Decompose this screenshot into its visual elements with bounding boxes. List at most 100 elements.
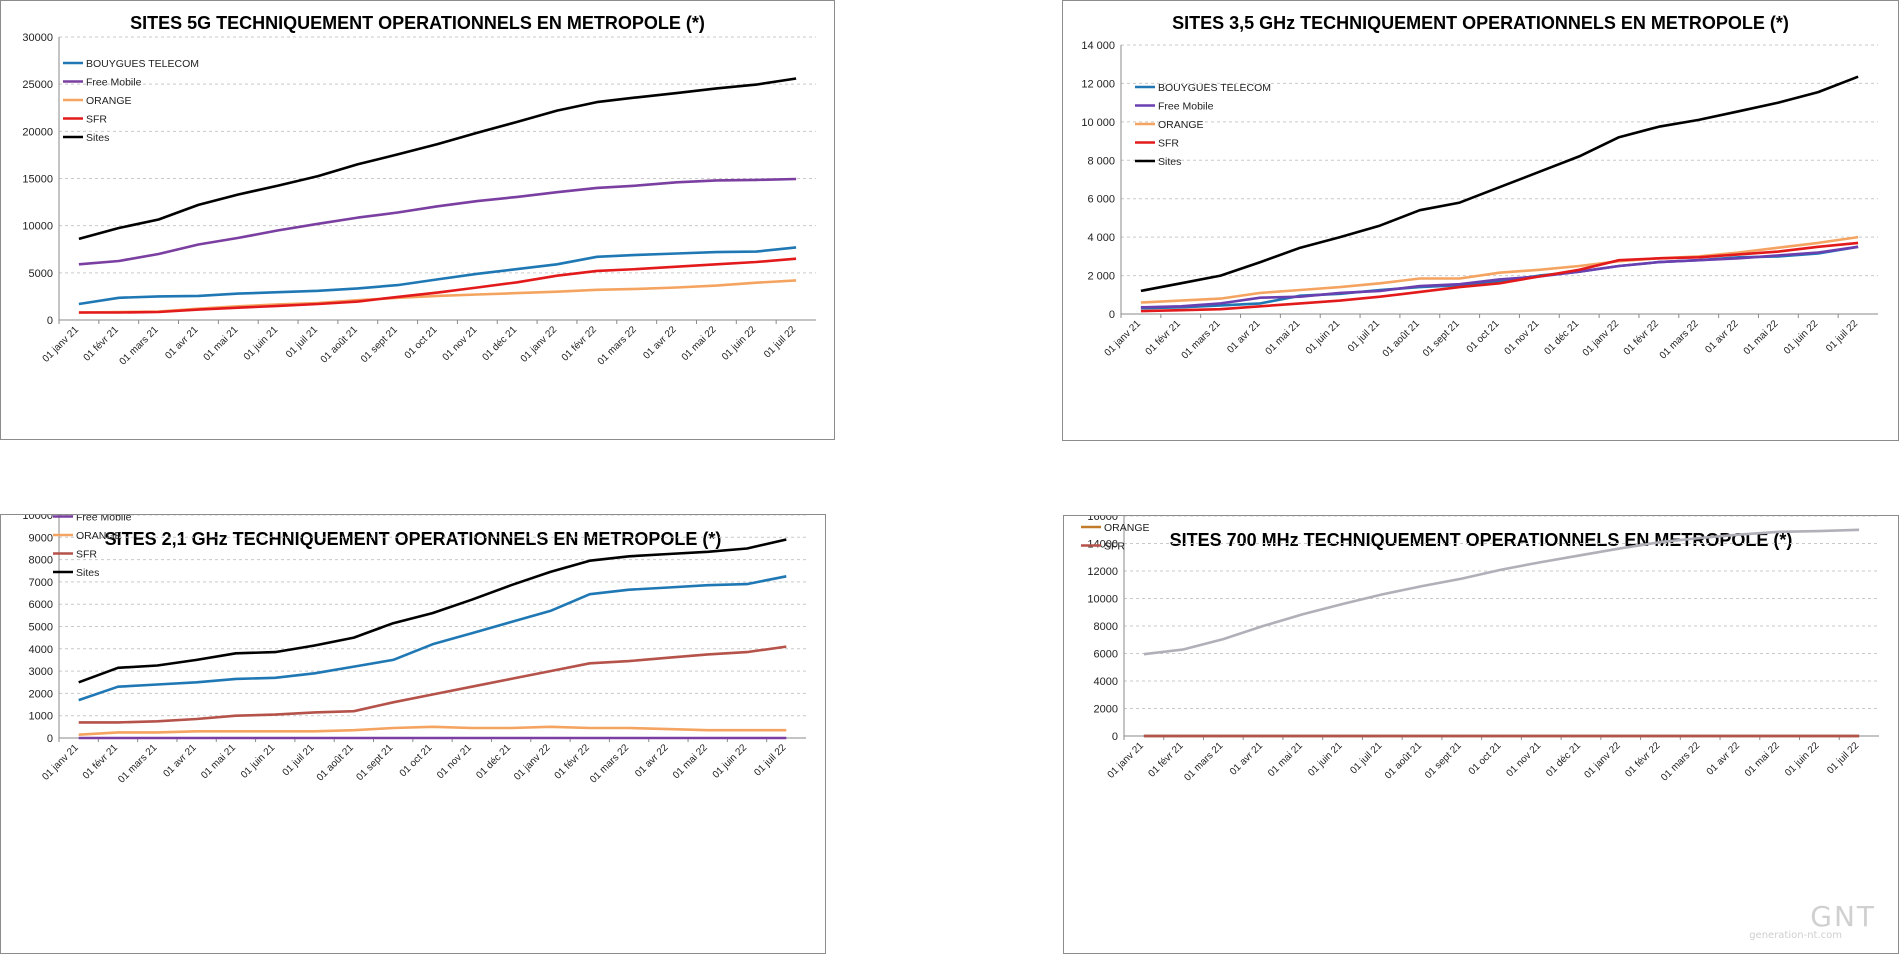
legend-label: SFR xyxy=(76,549,97,561)
x-tick-label: 01 janv 22 xyxy=(1582,740,1623,781)
x-tick-label: 01 mars 22 xyxy=(1659,740,1702,783)
x-tick-label: 01 mai 21 xyxy=(1266,740,1305,779)
y-tick-label: 3000 xyxy=(29,666,53,678)
x-tick-label: 01 déc 21 xyxy=(474,742,513,781)
x-tick-label: 01 févr 22 xyxy=(560,324,600,364)
x-tick-label: 01 oct 21 xyxy=(1465,318,1502,355)
x-tick-label: 01 févr 21 xyxy=(81,742,121,782)
y-tick-label: 6000 xyxy=(1094,649,1118,661)
x-tick-label: 01 déc 21 xyxy=(480,324,519,363)
y-tick-label: 0 xyxy=(47,315,53,327)
y-tick-label: 0 xyxy=(47,733,53,745)
x-tick-label: 01 déc 21 xyxy=(1544,740,1583,779)
y-tick-label: 4000 xyxy=(1094,676,1118,688)
x-tick-label: 01 nov 21 xyxy=(441,324,480,363)
legend-label: Free Mobile xyxy=(86,77,142,89)
x-tick-label: 01 janv 21 xyxy=(40,742,81,783)
x-tick-label: 01 févr 22 xyxy=(553,742,593,782)
y-tick-label: 10000 xyxy=(22,221,53,233)
legend-label: ORANGE xyxy=(76,530,122,542)
x-tick-label: 01 janv 21 xyxy=(41,324,82,365)
x-tick-label: 01 févr 21 xyxy=(1146,740,1186,780)
series-line-free-mobile xyxy=(1140,245,1859,309)
y-tick-label: 20000 xyxy=(22,126,53,138)
x-tick-label: 01 mars 21 xyxy=(1180,318,1223,361)
x-tick-label: 01 nov 21 xyxy=(1505,740,1544,779)
x-tick-label: 01 avr 22 xyxy=(1705,740,1743,778)
y-tick-label: 16000 xyxy=(1087,516,1118,523)
chart-panel-5g: SITES 5G TECHNIQUEMENT OPERATIONNELS EN … xyxy=(0,0,835,440)
chart-panel-700mhz: SITES 700 MHz TECHNIQUEMENT OPERATIONNEL… xyxy=(1063,515,1899,954)
y-tick-label: 7000 xyxy=(29,577,53,589)
x-tick-label: 01 juin 21 xyxy=(1304,318,1343,357)
y-tick-label: 8000 xyxy=(29,555,53,567)
y-tick-label: 15000 xyxy=(22,174,53,186)
x-tick-label: 01 janv 22 xyxy=(519,324,560,365)
x-tick-label: 01 juil 22 xyxy=(752,742,788,778)
y-tick-label: 2000 xyxy=(1094,704,1118,716)
legend-label: SFR xyxy=(1104,541,1125,553)
x-tick-label: 01 mai 22 xyxy=(1743,740,1782,779)
chart-title-5g: SITES 5G TECHNIQUEMENT OPERATIONNELS EN … xyxy=(130,13,705,33)
series-line-free-mobile xyxy=(78,177,797,266)
legend-label: SFR xyxy=(86,114,107,126)
x-tick-label: 01 janv 21 xyxy=(1103,318,1144,359)
y-tick-label: 30000 xyxy=(22,32,53,44)
x-tick-label: 01 déc 21 xyxy=(1542,318,1581,357)
series-line-bouygues-telecom xyxy=(78,246,797,306)
legend-label: Sites xyxy=(76,567,99,579)
x-tick-label: 01 juil 21 xyxy=(1348,740,1384,776)
y-tick-label: 0 xyxy=(1112,731,1118,743)
x-tick-label: 01 avr 21 xyxy=(1228,740,1266,778)
y-tick-label: 4 000 xyxy=(1087,232,1115,244)
watermark-text: generation-nt.com xyxy=(1749,930,1842,941)
x-tick-label: 01 mai 21 xyxy=(1264,318,1303,357)
y-tick-label: 5000 xyxy=(29,622,53,634)
chart-5g: 0 5000 10000 15000 20000 25000 30000 01 janv 21… xyxy=(22,32,816,367)
y-tick-label: 0 xyxy=(1109,309,1115,321)
x-tick-label: 01 avr 21 xyxy=(1225,318,1263,356)
chart-panel-2-1ghz: SITES 2,1 GHz TECHNIQUEMENT OPERATIONNEL… xyxy=(0,514,826,954)
x-tick-label: 01 juin 22 xyxy=(720,324,759,363)
y-tick-label: 6 000 xyxy=(1087,194,1115,206)
x-tick-label: 01 oct 21 xyxy=(403,324,440,361)
chart-title-3-5ghz: SITES 3,5 GHz TECHNIQUEMENT OPERATIONNEL… xyxy=(1172,13,1789,33)
x-tick-label: 01 avr 21 xyxy=(161,742,199,780)
y-tick-label: 8000 xyxy=(1094,621,1118,633)
x-tick-label: 01 juil 21 xyxy=(281,742,317,778)
y-tick-label: 14 000 xyxy=(1081,40,1115,52)
x-tick-label: 01 févr 21 xyxy=(82,324,122,364)
x-tick-label: 01 mars 21 xyxy=(116,742,159,785)
x-tick-label: 01 août 21 xyxy=(1381,318,1423,360)
series-line-sfr xyxy=(78,257,797,314)
y-tick-label: 12 000 xyxy=(1081,78,1115,90)
legend-label: Free Mobile xyxy=(1158,101,1214,113)
y-tick-label: 10 000 xyxy=(1081,117,1115,129)
legend-label: ORANGE xyxy=(1104,522,1150,534)
x-tick-label: 01 juil 22 xyxy=(762,324,798,360)
x-tick-label: 01 juin 21 xyxy=(239,742,278,781)
x-tick-label: 01 août 21 xyxy=(315,742,357,784)
x-tick-label: 01 févr 22 xyxy=(1622,318,1662,358)
y-tick-label: 12000 xyxy=(1087,566,1118,578)
x-tick-label: 01 avr 22 xyxy=(1703,318,1741,356)
x-tick-label: 01 nov 21 xyxy=(1503,318,1542,357)
x-tick-label: 01 mai 21 xyxy=(199,742,238,781)
x-tick-label: 01 avr 22 xyxy=(641,324,679,362)
x-tick-label: 01 févr 21 xyxy=(1144,318,1184,358)
watermark-logo: GNT xyxy=(1810,900,1876,933)
x-tick-label: 01 juin 22 xyxy=(1782,318,1821,357)
x-tick-label: 01 janv 22 xyxy=(512,742,553,783)
x-tick-label: 01 juin 21 xyxy=(242,324,281,363)
legend-label: Sites xyxy=(86,132,109,144)
chart-700mhz: 0 2000 4000 6000 8000 10000 12000 14000 16000 01 … xyxy=(1081,516,1879,783)
y-tick-label: 8 000 xyxy=(1087,155,1115,167)
x-tick-label: 01 oct 21 xyxy=(398,742,435,779)
y-tick-label: 2 000 xyxy=(1087,271,1115,283)
x-tick-label: 01 sept 21 xyxy=(1423,740,1464,781)
legend-label: SFR xyxy=(1158,138,1179,150)
y-tick-label: 14000 xyxy=(1087,539,1118,551)
series-line-orange xyxy=(78,725,787,736)
chart-2-1ghz: 0 1000 2000 3000 4000 5000 6000 7000 8000 9000 100… xyxy=(22,515,806,785)
x-tick-label: 01 juil 22 xyxy=(1825,740,1861,776)
